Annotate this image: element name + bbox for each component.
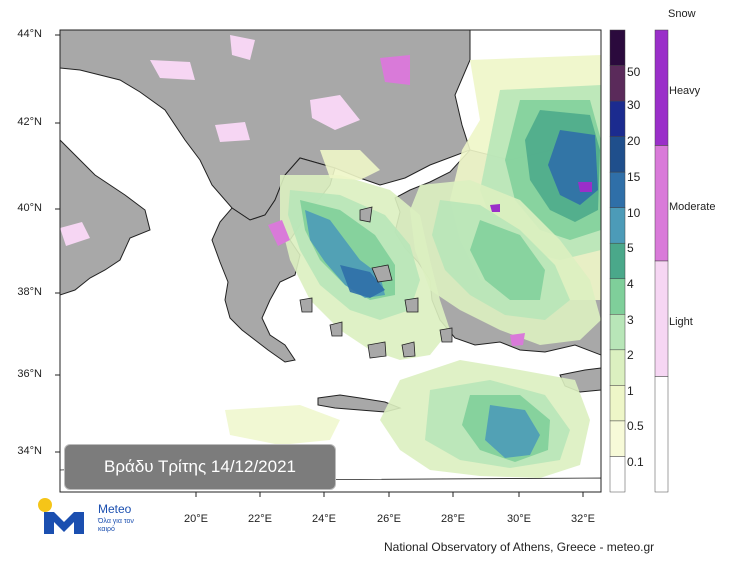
precip-level-label: 10 bbox=[627, 206, 641, 220]
precip-level-label: 15 bbox=[627, 170, 641, 184]
lat-tick-label: 34°N bbox=[17, 445, 42, 457]
precip-level-label: 30 bbox=[627, 98, 641, 112]
precip-color-swatch bbox=[609, 171, 626, 208]
snow-color-swatch bbox=[654, 145, 669, 262]
precip-level-label: 3 bbox=[627, 313, 634, 327]
precip-color-swatch bbox=[609, 349, 626, 386]
snow-color-swatch bbox=[654, 29, 669, 146]
lon-tick-label: 22°E bbox=[248, 513, 272, 525]
lon-tick-label: 32°E bbox=[571, 513, 595, 525]
precip-level-label: 1 bbox=[627, 384, 634, 398]
axis-ticks bbox=[55, 34, 584, 497]
lon-tick-label: 26°E bbox=[377, 513, 401, 525]
precip-color-swatch bbox=[609, 136, 626, 173]
precipitation-layer bbox=[225, 55, 601, 478]
lon-tick-label: 20°E bbox=[184, 513, 208, 525]
precip-level-label: 2 bbox=[627, 348, 634, 362]
snow-level-light: Light bbox=[669, 316, 693, 328]
map-frame bbox=[59, 29, 602, 493]
snow-layer bbox=[60, 35, 592, 346]
precip-level-label: 20 bbox=[627, 134, 641, 148]
snow-legend-title: Snow bbox=[668, 8, 696, 20]
lat-tick-label: 44°N bbox=[17, 28, 42, 40]
precip-color-swatch bbox=[609, 207, 626, 244]
precip-level-label: 5 bbox=[627, 241, 634, 255]
land-italy bbox=[60, 139, 151, 296]
lon-tick-label: 30°E bbox=[507, 513, 531, 525]
lat-tick-label: 40°N bbox=[17, 202, 42, 214]
lon-tick-label: 24°E bbox=[312, 513, 336, 525]
credit-text: National Observatory of Athens, Greece -… bbox=[384, 540, 655, 554]
precip-color-swatch bbox=[609, 420, 626, 457]
lat-tick-label: 42°N bbox=[17, 116, 42, 128]
snow-level-heavy: Heavy bbox=[669, 85, 701, 97]
meteo-logo-icon bbox=[38, 498, 84, 534]
precip-color-swatch bbox=[609, 314, 626, 351]
precip-color-swatch bbox=[609, 242, 626, 280]
forecast-date-label: Βράδυ Τρίτης 14/12/2021 bbox=[64, 444, 336, 490]
lat-tick-label: 38°N bbox=[17, 286, 42, 298]
precip-color-swatch bbox=[609, 29, 626, 66]
lat-tick-label: 36°N bbox=[17, 368, 42, 380]
precip-colorbar bbox=[609, 29, 626, 493]
precip-color-swatch bbox=[609, 456, 626, 493]
precip-color-swatch bbox=[609, 100, 626, 137]
precip-level-label: 50 bbox=[627, 65, 641, 79]
logo-name: Meteo bbox=[98, 502, 132, 516]
islands bbox=[299, 206, 453, 359]
meteo-logo: Meteo Όλα για τον καιρό bbox=[38, 496, 158, 536]
snow-color-swatch bbox=[654, 376, 669, 493]
snow-level-moderate: Moderate bbox=[669, 201, 716, 213]
lon-tick-label: 28°E bbox=[441, 513, 465, 525]
snow-color-swatch bbox=[654, 260, 669, 377]
precip-color-swatch bbox=[609, 65, 626, 102]
precip-level-label: 4 bbox=[627, 277, 634, 291]
snow-colorbar bbox=[654, 29, 669, 493]
precip-color-swatch bbox=[609, 385, 626, 422]
logo-tagline: Όλα για τον καιρό bbox=[98, 518, 134, 533]
precip-color-swatch bbox=[609, 278, 626, 315]
precip-level-label: 0.5 bbox=[627, 419, 644, 433]
precip-level-label: 0.1 bbox=[627, 455, 644, 469]
